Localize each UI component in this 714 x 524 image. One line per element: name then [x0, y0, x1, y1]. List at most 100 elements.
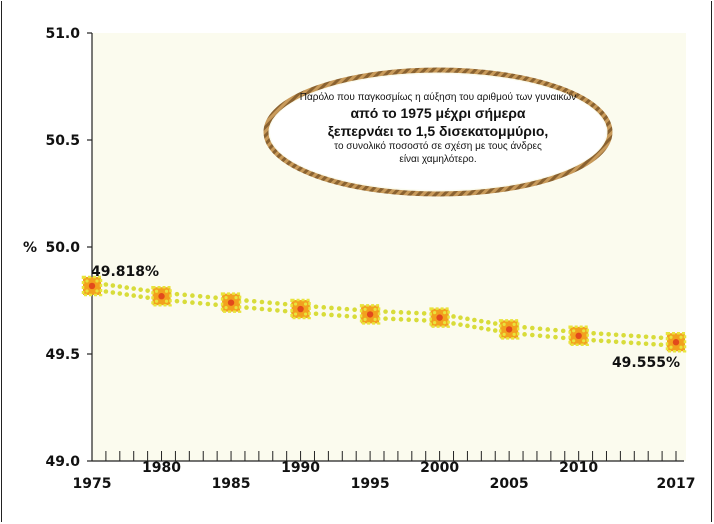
data-point-dot — [95, 289, 99, 293]
line-dot — [421, 318, 427, 323]
data-point-dot — [363, 307, 367, 312]
data-point-center — [575, 332, 582, 340]
line-dot — [560, 328, 566, 334]
annotation-bubble — [270, 74, 606, 190]
line-dot — [383, 309, 388, 314]
line-dot — [205, 294, 211, 300]
line-dot — [545, 327, 551, 332]
line-dot — [406, 317, 412, 322]
line-dot — [145, 288, 150, 293]
data-point-dot — [679, 345, 683, 349]
line-dot — [628, 333, 634, 339]
line-dot — [651, 334, 656, 340]
data-point-dot — [293, 312, 298, 316]
line-dot — [472, 324, 477, 330]
y-axis-label: % — [23, 240, 37, 256]
data-point — [81, 275, 103, 297]
x-tick-label: 1980 — [142, 460, 181, 476]
x-tick-label: 2010 — [559, 460, 598, 476]
data-point-dot — [293, 302, 298, 306]
line-dot — [479, 318, 484, 324]
data-point-dot — [679, 335, 683, 339]
data-point-dot — [234, 296, 238, 300]
data-point-center — [505, 326, 513, 333]
line-dot — [636, 333, 641, 339]
line-dot — [414, 310, 419, 316]
data-point-dot — [224, 306, 228, 310]
line-dot — [267, 300, 272, 306]
data-point-dot — [85, 279, 89, 283]
line-dot — [282, 308, 288, 314]
line-dot — [390, 309, 396, 315]
line-dot — [117, 284, 123, 289]
line-dot — [421, 311, 427, 316]
line-dot — [336, 313, 342, 318]
line-dot — [606, 331, 611, 337]
axes: 51.0 50.5 50.0 49.5 49.0% 1975 1980 1985 1990 199… — [23, 26, 696, 492]
line-dot — [390, 316, 396, 322]
data-point-dot — [582, 339, 586, 343]
line-dot — [352, 307, 357, 313]
line-dot — [406, 310, 412, 315]
line-dot — [636, 340, 641, 346]
data-point-dot — [154, 299, 159, 303]
line-dot — [344, 306, 350, 312]
line-dot — [190, 293, 195, 298]
x-tick-label: 2000 — [420, 460, 459, 476]
line-dot — [131, 286, 137, 291]
data-point-dot — [234, 306, 238, 310]
line-dot — [465, 323, 470, 329]
line-dot — [651, 341, 656, 347]
line-dot — [329, 305, 334, 311]
line-dot — [182, 292, 187, 298]
line-dot — [451, 314, 456, 319]
data-point-dot — [502, 332, 506, 336]
data-point — [220, 292, 242, 313]
data-point-center — [436, 314, 443, 321]
line-dot — [145, 295, 150, 300]
data-point — [665, 331, 687, 353]
annotation-line-1: Παρόλο που παγκοσμίως η αύξηση του αριθμ… — [299, 92, 577, 103]
data-point-dot — [433, 311, 437, 315]
line-dot — [282, 301, 288, 307]
line-dot — [174, 291, 180, 297]
y-tick-label: 49.0 — [45, 454, 80, 470]
data-point-dot — [502, 322, 506, 326]
line-dot — [560, 335, 566, 341]
line-dot — [244, 305, 249, 310]
data-point — [568, 325, 589, 347]
annotation-line-3: ξεπερνάει το 1,5 δισεκατομμύριο, — [327, 123, 549, 139]
line-dot — [197, 293, 203, 299]
line-dot — [344, 313, 350, 319]
line-dot — [492, 321, 498, 326]
line-dot — [472, 317, 477, 323]
annotation-line-2: από το 1975 μέχρι σήμερα — [350, 105, 526, 121]
data-point — [429, 307, 450, 328]
line-dot — [398, 317, 404, 322]
line-dot — [398, 310, 404, 315]
data-point — [151, 285, 172, 307]
line-dot — [329, 312, 334, 318]
y-tick-label: 50.0 — [45, 240, 80, 256]
x-tick-label: 1975 — [73, 476, 112, 492]
line-dot — [205, 301, 211, 307]
line-dot — [336, 306, 342, 311]
line-dot — [628, 340, 634, 346]
labels-layer: 49.818% 49.555% — [91, 264, 680, 371]
line-dot — [213, 295, 218, 301]
y-tick-label: 49.5 — [45, 347, 80, 363]
line-dot — [352, 314, 357, 320]
line-dot — [606, 338, 611, 344]
line-dot — [138, 294, 143, 299]
line-dot — [251, 305, 257, 311]
data-point-center — [672, 339, 680, 346]
line-dot — [479, 325, 484, 331]
x-tick-label: 1985 — [212, 476, 251, 492]
data-point-dot — [512, 322, 516, 326]
data-point-center — [297, 305, 304, 313]
line-dot — [451, 321, 456, 326]
data-point-dot — [443, 311, 447, 315]
data-point-dot — [224, 296, 228, 300]
data-point-center — [227, 299, 235, 306]
